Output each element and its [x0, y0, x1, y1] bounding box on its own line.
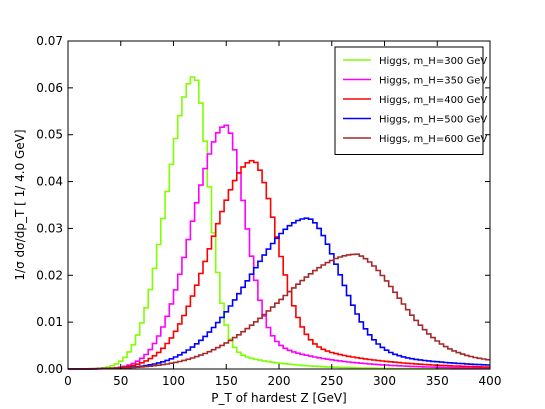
y-tick-label: 0.04 [36, 175, 63, 189]
x-tick-label: 0 [64, 374, 72, 388]
legend-label: Higgs, m_H=350 GeV [379, 76, 487, 87]
series-curves [68, 76, 490, 370]
legend: Higgs, m_H=300 GeV Higgs, m_H=350 GeV Higg… [334, 46, 487, 155]
series-line-3 [68, 159, 490, 370]
x-tick-label: 200 [268, 374, 291, 388]
y-axis-label: 1/σ dσ/dp_T [ 1/ 4.0 GeV] [13, 129, 27, 280]
y-tick-label: 0.03 [36, 221, 63, 235]
x-tick-label: 150 [215, 374, 238, 388]
y-tick-label: 0.02 [36, 268, 63, 282]
legend-box [334, 46, 484, 155]
x-axis-label: P_T of hardest Z [GeV] [211, 391, 347, 405]
axis-ticks: 0 50 100 150 200 250 300 350 400 0.00 0.01 0.02 0.03… [36, 34, 501, 388]
x-tick-label: 250 [320, 374, 343, 388]
y-tick-label: 0.01 [36, 315, 63, 329]
series-line-4 [68, 217, 490, 370]
series-line-1 [68, 76, 490, 370]
x-tick-label: 300 [373, 374, 396, 388]
x-tick-label: 350 [426, 374, 449, 388]
series-line-2 [68, 124, 490, 370]
x-tick-label: 400 [479, 374, 502, 388]
legend-label: Higgs, m_H=600 GeV [379, 134, 487, 145]
y-tick-label: 0.05 [36, 128, 63, 142]
series-line-5 [68, 253, 490, 370]
legend-label: Higgs, m_H=500 GeV [379, 115, 487, 126]
legend-label: Higgs, m_H=300 GeV [379, 56, 487, 67]
y-tick-label: 0.07 [36, 34, 63, 48]
y-tick-label: 0.06 [36, 81, 63, 95]
x-tick-label: 50 [113, 374, 128, 388]
x-tick-label: 100 [162, 374, 185, 388]
y-tick-label: 0.00 [36, 362, 63, 376]
legend-label: Higgs, m_H=400 GeV [379, 95, 487, 106]
